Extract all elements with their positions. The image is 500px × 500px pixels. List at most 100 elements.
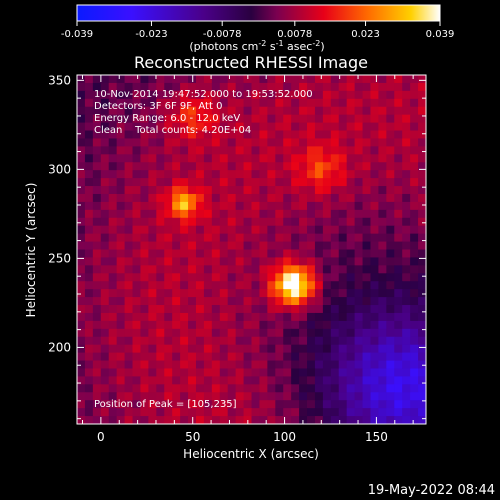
heatmap-cell bbox=[140, 320, 149, 330]
heatmap-cell bbox=[299, 98, 308, 108]
heatmap-cell bbox=[346, 201, 356, 211]
heatmap-cell bbox=[410, 209, 419, 219]
heatmap-cell bbox=[77, 122, 86, 132]
heatmap-cell bbox=[132, 289, 142, 298]
heatmap-cell bbox=[354, 289, 364, 298]
heatmap-cell bbox=[77, 154, 86, 163]
heatmap-cell bbox=[203, 241, 213, 251]
heatmap-cell bbox=[172, 209, 181, 219]
heatmap-cell bbox=[124, 75, 134, 84]
heatmap-cell bbox=[77, 209, 86, 219]
heatmap-cell bbox=[307, 336, 316, 346]
heatmap-cell bbox=[211, 114, 221, 124]
heatmap-cell bbox=[235, 162, 245, 171]
heatmap-cell bbox=[410, 400, 419, 409]
heatmap-cell bbox=[92, 265, 102, 274]
heatmap-cell bbox=[77, 281, 86, 290]
heatmap-cell bbox=[108, 217, 118, 227]
heatmap-cell bbox=[418, 368, 426, 378]
heatmap-cell bbox=[195, 122, 205, 132]
heatmap-cell bbox=[92, 193, 102, 203]
heatmap-cell bbox=[148, 344, 157, 354]
heatmap-cell bbox=[219, 233, 229, 243]
heatmap-cell bbox=[92, 281, 102, 290]
heatmap-cell bbox=[362, 201, 372, 211]
heatmap-cell bbox=[267, 114, 276, 124]
heatmap-cell bbox=[108, 344, 118, 354]
heatmap-cell bbox=[148, 368, 157, 378]
heatmap-cell bbox=[188, 376, 197, 385]
heatmap-cell bbox=[299, 186, 308, 195]
heatmap-cell bbox=[307, 178, 316, 187]
heatmap-cell bbox=[195, 408, 205, 417]
heatmap-cell bbox=[227, 273, 237, 282]
heatmap-cell bbox=[386, 344, 395, 354]
heatmap-cell bbox=[172, 75, 181, 84]
heatmap-cell bbox=[100, 265, 110, 274]
heatmap-cell bbox=[346, 225, 356, 235]
heatmap-cell bbox=[418, 265, 426, 274]
heatmap-cell bbox=[314, 360, 324, 370]
heatmap-cell bbox=[354, 170, 364, 179]
heatmap-cell bbox=[410, 106, 419, 116]
heatmap-cell bbox=[124, 392, 134, 401]
heatmap-cell bbox=[108, 114, 118, 124]
heatmap-cell bbox=[322, 233, 332, 243]
heatmap-cell bbox=[77, 320, 86, 330]
heatmap-cell bbox=[267, 170, 276, 179]
heatmap-cell bbox=[219, 408, 229, 417]
heatmap-cell bbox=[211, 273, 221, 282]
heatmap-cell bbox=[370, 273, 380, 282]
heatmap-cell bbox=[259, 98, 268, 108]
heatmap-cell bbox=[394, 352, 403, 362]
heatmap-cell bbox=[259, 416, 268, 424]
heatmap-cell bbox=[140, 217, 149, 227]
heatmap-cell bbox=[156, 138, 165, 147]
heatmap-cell bbox=[116, 312, 126, 322]
heatmap-cell bbox=[362, 225, 372, 235]
heatmap-cell bbox=[100, 138, 110, 147]
heatmap-cell bbox=[148, 328, 157, 338]
heatmap-cell bbox=[267, 154, 276, 163]
heatmap-cell bbox=[314, 233, 324, 243]
heatmap-cell bbox=[346, 281, 356, 290]
heatmap-cell bbox=[322, 193, 332, 203]
heatmap-cell bbox=[124, 130, 134, 140]
heatmap-cell bbox=[386, 193, 395, 203]
heatmap-cell bbox=[402, 106, 411, 116]
heatmap-cell bbox=[116, 233, 126, 243]
heatmap-cell bbox=[346, 416, 356, 424]
heatmap-cell bbox=[410, 376, 419, 385]
heatmap-cell bbox=[132, 344, 142, 354]
heatmap-cell bbox=[227, 114, 237, 124]
heatmap-cell bbox=[338, 225, 348, 235]
heatmap-cell bbox=[195, 138, 205, 147]
heatmap-cell bbox=[148, 178, 157, 187]
heatmap-cell bbox=[354, 392, 364, 401]
heatmap-cell bbox=[84, 106, 94, 116]
heatmap-cell bbox=[243, 82, 253, 92]
heatmap-cell bbox=[314, 408, 324, 417]
heatmap-cell bbox=[211, 186, 221, 195]
heatmap-cell bbox=[92, 408, 102, 417]
heatmap-cell bbox=[402, 257, 411, 266]
heatmap-cell bbox=[132, 368, 142, 378]
heatmap-cell bbox=[188, 170, 197, 179]
heatmap-cell bbox=[203, 376, 213, 385]
heatmap-cell bbox=[291, 90, 300, 100]
heatmap-cell bbox=[108, 289, 118, 298]
heatmap-cell bbox=[362, 217, 372, 227]
colorbar-tick-label: 0.0078 bbox=[277, 29, 312, 40]
heatmap-cell bbox=[402, 376, 411, 385]
heatmap-cell bbox=[283, 154, 292, 163]
heatmap-cell bbox=[354, 178, 364, 187]
heatmap-cell bbox=[235, 201, 245, 211]
heatmap-cell bbox=[148, 297, 157, 306]
heatmap-cell bbox=[180, 82, 189, 92]
heatmap-cell bbox=[92, 297, 102, 306]
heatmap-cell bbox=[330, 75, 340, 84]
heatmap-cell bbox=[402, 233, 411, 243]
heatmap-cell bbox=[100, 289, 110, 298]
heatmap-cell bbox=[180, 400, 189, 409]
heatmap-cell bbox=[243, 138, 253, 147]
